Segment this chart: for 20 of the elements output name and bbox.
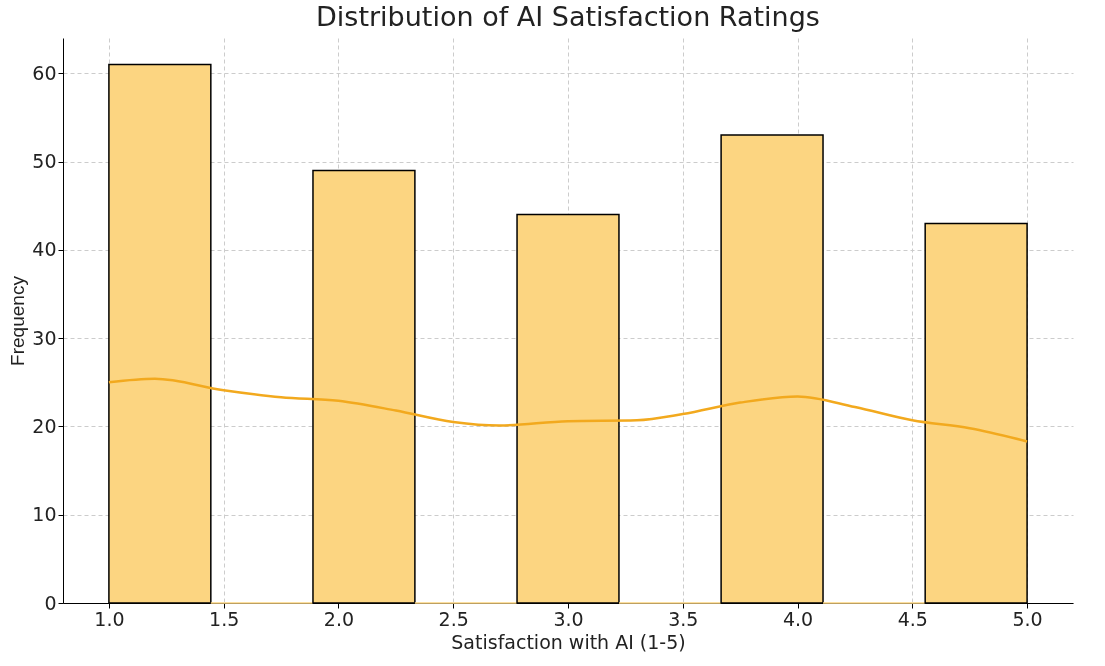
y-tick-label: 30 — [32, 326, 57, 349]
x-tick-label: 4.0 — [782, 607, 814, 630]
x-tick-label: 1.5 — [209, 607, 240, 630]
x-axis-title: Satisfaction with AI (1-5) — [451, 630, 686, 653]
y-tick-label: 10 — [32, 503, 57, 526]
x-tick-label: 2.0 — [323, 607, 355, 630]
y-tick-label: 60 — [32, 61, 57, 84]
line-series — [107, 377, 1029, 443]
y-axis-title: Frequency — [7, 275, 29, 366]
chart-title: Distribution of AI Satisfaction Ratings — [316, 1, 820, 32]
x-tick-label: 2.5 — [438, 607, 469, 630]
y-tick-label: 50 — [32, 150, 57, 173]
y-tick-label: 20 — [32, 414, 57, 437]
y-tick-label: 40 — [32, 238, 57, 261]
x-tick-label: 4.5 — [897, 607, 928, 630]
x-tick-label: 1.0 — [94, 607, 125, 630]
y-tick-label: 0 — [44, 591, 57, 614]
x-tick-label: 3.5 — [668, 607, 699, 630]
x-tick-label: 5.0 — [1012, 607, 1043, 630]
x-tick-label: 3.0 — [553, 607, 584, 630]
